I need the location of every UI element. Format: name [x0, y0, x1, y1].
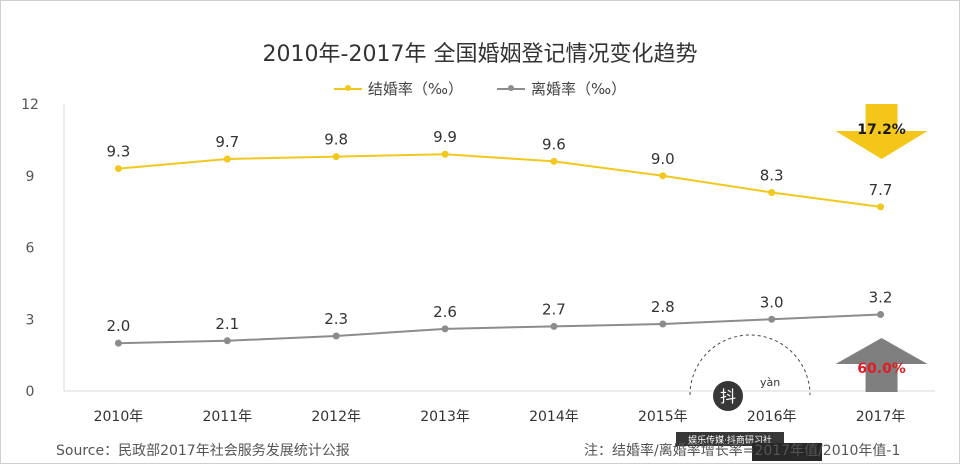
data-label-0-5: 9.0: [651, 150, 675, 168]
formula-note: 注：结婚率/离婚率增长率=2017年值/2010年值-1: [584, 443, 901, 459]
legend-swatch-divorce: [497, 84, 525, 91]
svg-text:娱乐传媒·抖商研习社: 娱乐传媒·抖商研习社: [688, 434, 772, 446]
arrow-label-0: 17.2%: [857, 122, 906, 138]
data-point-0-4: [550, 157, 558, 165]
data-point-1-1: [223, 337, 231, 345]
arrow-label-1: 60.0%: [857, 361, 906, 377]
data-label-1-4: 2.7: [542, 300, 566, 318]
y-tick-label-2: 6: [26, 241, 35, 257]
data-label-0-3: 9.9: [433, 128, 457, 146]
legend-item-marriage: 结婚率（‰）: [333, 78, 463, 99]
legend-swatch-marriage: [333, 84, 362, 91]
svg-text:yàn: yàn: [760, 376, 780, 389]
data-label-0-2: 9.8: [324, 131, 348, 149]
svg-text:抖: 抖: [720, 387, 736, 406]
x-tick-label-6: 2016年: [747, 409, 797, 425]
arrow-shape-0: [835, 104, 928, 159]
data-point-1-0: [114, 339, 122, 347]
data-label-1-5: 2.8: [651, 298, 675, 316]
series-line-1: [118, 313, 881, 345]
data-point-0-6: [768, 188, 776, 196]
x-tick-label-5: 2015年: [638, 409, 688, 425]
data-point-1-6: [768, 315, 776, 323]
data-label-1-6: 3.0: [760, 293, 784, 311]
growth-arrow-0: 17.2%: [835, 104, 928, 159]
x-tick-label-4: 2014年: [529, 409, 579, 425]
source-note: Source：民政部2017年社会服务发展统计公报: [56, 443, 350, 459]
data-label-1-0: 2.0: [107, 317, 131, 335]
data-label-1-2: 2.3: [324, 310, 348, 328]
data-label-0-4: 9.6: [542, 135, 566, 153]
data-point-0-5: [659, 172, 667, 180]
legend-item-divorce: 离婚率（‰）: [497, 78, 626, 99]
x-tick-label-3: 2013年: [420, 409, 470, 425]
data-label-0-0: 9.3: [107, 143, 131, 161]
arrow-shape-1: [835, 338, 928, 392]
x-tick-label-1: 2011年: [202, 409, 252, 425]
data-point-0-1: [223, 155, 231, 163]
data-label-0-6: 8.3: [760, 166, 784, 184]
data-point-1-5: [659, 320, 667, 328]
data-label-0-1: 9.7: [215, 133, 239, 151]
data-point-1-7: [877, 310, 885, 318]
chart-legend: 结婚率（‰） 离婚率（‰）: [0, 78, 960, 99]
legend-label-divorce: 离婚率（‰）: [531, 80, 627, 98]
x-tick-label-2: 2012年: [311, 409, 361, 425]
series-line-0: [118, 153, 881, 208]
chart-title: 2010年-2017年 全国婚姻登记情况变化趋势: [262, 42, 698, 67]
data-point-0-7: [877, 203, 885, 211]
growth-arrow-1: 60.0%: [835, 338, 928, 392]
y-tick-label-4: 12: [21, 97, 39, 113]
data-point-0-2: [332, 153, 340, 161]
y-tick-label-1: 3: [26, 312, 35, 328]
data-point-1-4: [550, 322, 558, 330]
data-label-1-7: 3.2: [869, 288, 893, 306]
data-label-1-3: 2.6: [433, 303, 457, 321]
data-label-0-7: 7.7: [869, 181, 893, 199]
data-label-1-1: 2.1: [215, 315, 239, 333]
legend-label-marriage: 结婚率（‰）: [367, 80, 463, 98]
x-tick-label-0: 2010年: [94, 409, 144, 425]
data-point-1-3: [441, 325, 449, 333]
data-point-0-3: [441, 150, 449, 158]
y-tick-label-3: 9: [26, 169, 35, 185]
y-tick-label-0: 0: [26, 384, 35, 400]
x-tick-label-7: 2017年: [856, 409, 906, 425]
data-point-1-2: [332, 332, 340, 340]
watermark-logo: 抖 yàn 娱乐传媒·抖商研习社: [676, 334, 822, 461]
data-point-0-0: [114, 165, 122, 173]
